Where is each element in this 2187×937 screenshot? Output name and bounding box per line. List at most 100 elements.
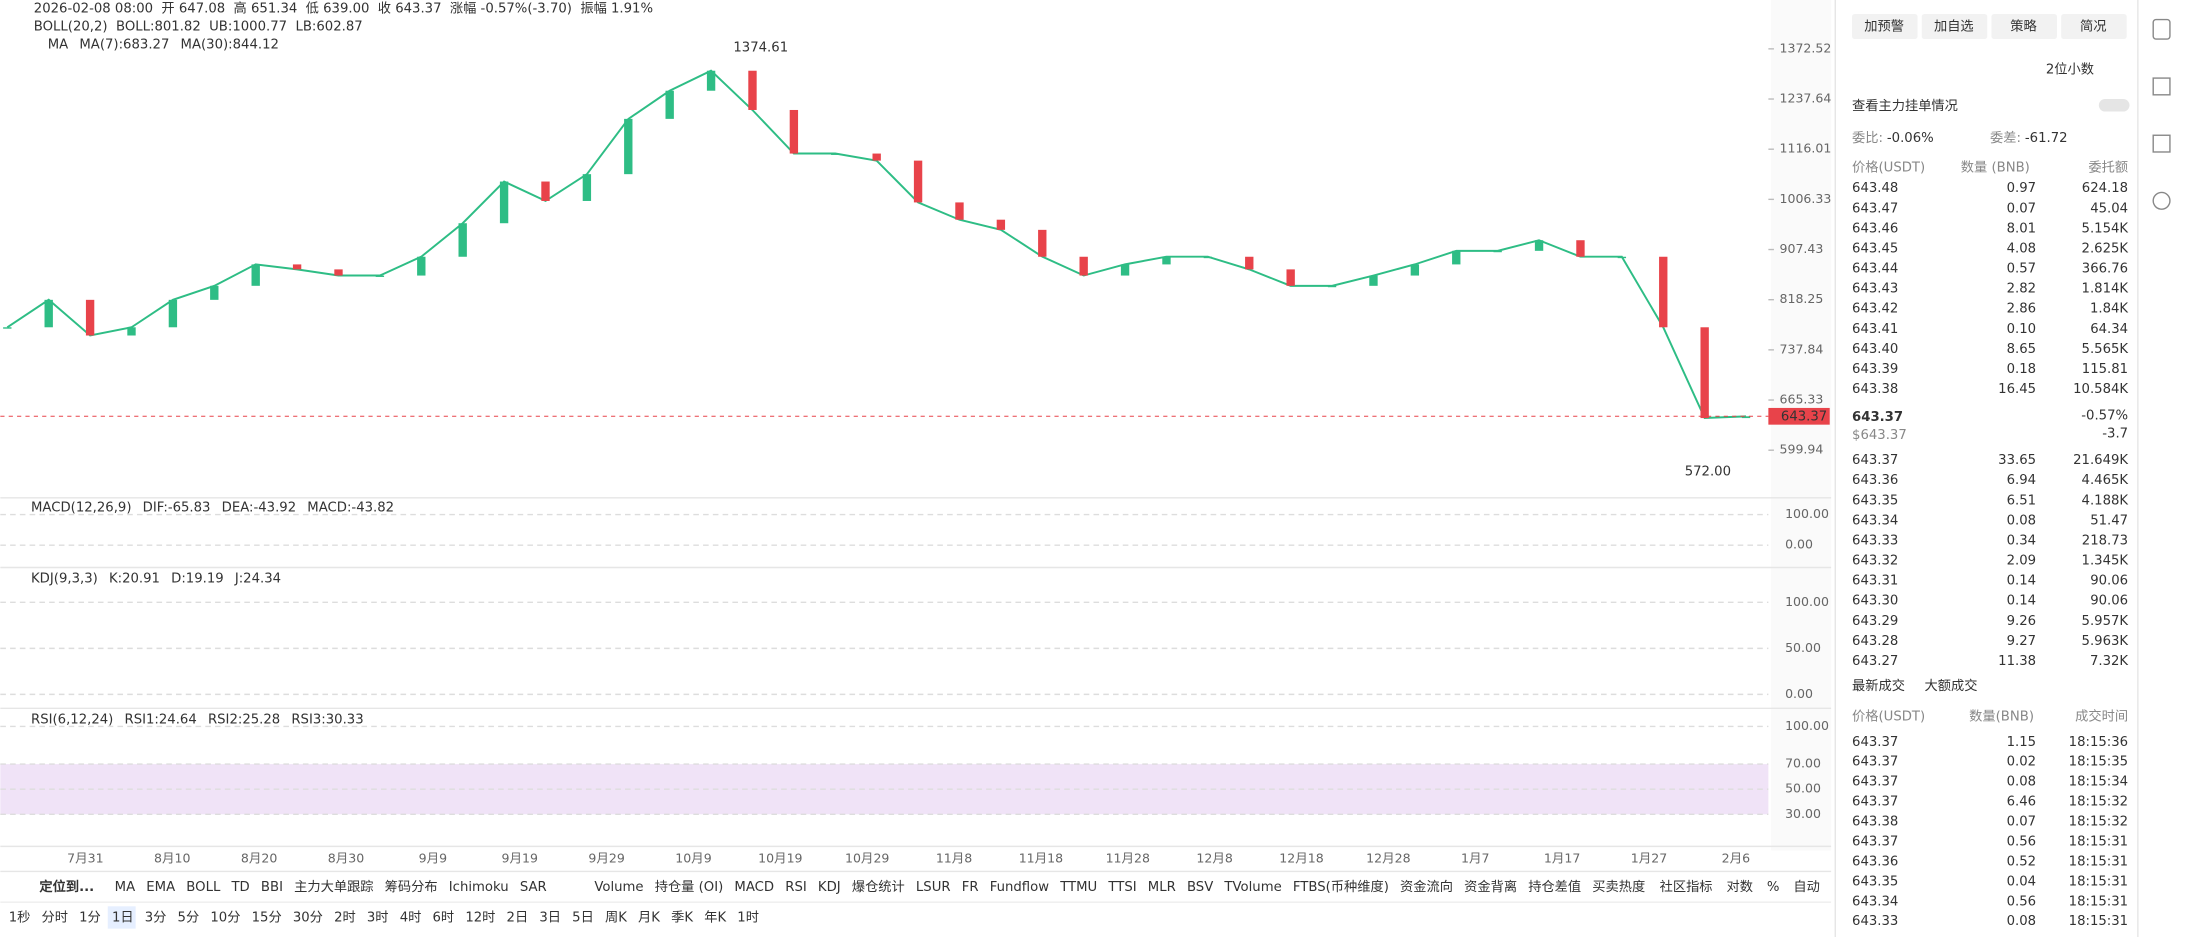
decimals-select[interactable]: 2位小数 [2046, 62, 2094, 78]
indicator-button[interactable]: 资金背离 [1464, 878, 1517, 895]
book-cell: 218.73 [2082, 533, 2128, 548]
icon[interactable] [2152, 18, 2171, 40]
indicator-button[interactable]: EMA [146, 880, 175, 895]
indicator-button[interactable]: BOLL [186, 880, 221, 895]
interval-button[interactable]: 1分 [79, 909, 101, 925]
interval-button[interactable]: 5分 [178, 909, 200, 925]
interval-button[interactable]: 分时 [42, 909, 68, 925]
toggle[interactable] [2098, 98, 2130, 112]
interval-button[interactable]: 3时 [367, 909, 389, 925]
indicator-button[interactable]: 筹码分布 [385, 878, 438, 895]
interval-button[interactable]: 6时 [433, 909, 455, 925]
interval-button[interactable]: 1日 [112, 910, 134, 925]
tool-button[interactable]: 自动 [1793, 879, 1819, 895]
last-price-tag [1768, 407, 1830, 425]
interval-button[interactable]: 3日 [539, 910, 561, 925]
mid-pct: -0.57% [2081, 409, 2128, 424]
indicator-button[interactable]: TTMU [1059, 880, 1097, 895]
trade-cell: 18:15:32 [2069, 795, 2128, 810]
trade-header: 成交时间 [2075, 708, 2128, 725]
button[interactable] [2061, 13, 2127, 40]
indicator-button[interactable]: MLR [1148, 880, 1176, 895]
trade-tab[interactable]: 大额成交 [1925, 677, 1978, 694]
trade-cell: 643.37 [1852, 795, 1898, 810]
book-cell: 90.06 [2090, 574, 2128, 589]
icon[interactable] [2152, 134, 2171, 153]
button-label[interactable]: 加预警 [1864, 18, 1904, 34]
candle [955, 202, 964, 220]
indicator-button[interactable]: LSUR [916, 880, 951, 895]
indicator-button[interactable]: TTSI [1107, 880, 1136, 895]
indicator-button[interactable]: Fundflow [990, 880, 1049, 895]
button[interactable] [1921, 13, 1988, 40]
interval-button[interactable]: 月K [638, 910, 660, 925]
indicator-button[interactable]: 买卖热度 [1592, 879, 1645, 895]
indicator-button[interactable]: Volume [594, 880, 643, 895]
indicator-button[interactable]: 爆仓统计 [852, 879, 905, 895]
tool-button[interactable]: % [1767, 880, 1780, 895]
book-cell: 5.963K [2082, 634, 2129, 649]
book-cell: 643.38 [1852, 382, 1898, 397]
indicator-button[interactable]: MACD [734, 880, 774, 895]
candle [1617, 256, 1627, 259]
interval-button[interactable]: 4时 [400, 909, 422, 925]
icon[interactable] [2152, 191, 2171, 210]
trade-cell: 18:15:31 [2069, 854, 2128, 869]
indicator-button[interactable]: RSI [785, 880, 807, 895]
button-label[interactable]: 策略 [2010, 17, 2037, 34]
button-label[interactable]: 简况 [2080, 17, 2106, 34]
book-cell: 0.34 [2007, 533, 2036, 548]
button-label[interactable]: 加自选 [1934, 18, 1974, 34]
indicator-button[interactable]: TVolume [1223, 880, 1281, 895]
ma-text: MA(30):844.12 [181, 38, 279, 53]
panel-axis-label: 50.00 [1785, 781, 1821, 796]
interval-button[interactable]: 季K [671, 909, 693, 925]
mid-chg: -3.7 [2102, 427, 2128, 442]
x-tick-label: 12月8 [1196, 850, 1232, 865]
indicator-button[interactable]: 资金流向 [1400, 879, 1453, 895]
button[interactable] [1852, 13, 1918, 40]
interval-button[interactable]: 12时 [465, 909, 495, 925]
interval-button[interactable]: 年K [704, 909, 726, 925]
panel-title: RSI3:30.33 [291, 712, 363, 727]
candle [210, 285, 219, 300]
indicator-button[interactable]: SAR [520, 880, 547, 895]
candle [1659, 256, 1668, 328]
indicator-button[interactable]: MA [115, 880, 135, 895]
indicator-button[interactable]: Ichimoku [449, 880, 509, 895]
interval-button[interactable]: 周K [605, 910, 627, 925]
x-tick-label: 9月9 [419, 850, 448, 865]
interval-button[interactable]: 3分 [145, 909, 167, 925]
panel-title: J:24.34 [234, 572, 281, 587]
interval-button[interactable]: 15分 [252, 909, 282, 925]
y-tick-label: 737.84 [1780, 341, 1824, 356]
interval-button[interactable]: 2日 [507, 910, 529, 925]
indicator-button[interactable]: BBI [261, 880, 283, 895]
indicator-button[interactable]: BSV [1187, 880, 1213, 895]
tool-button[interactable]: 对数 [1726, 879, 1752, 895]
button[interactable] [1991, 13, 2057, 40]
trade-cell: 18:15:31 [2069, 914, 2128, 929]
indicator-button[interactable]: FR [962, 880, 979, 895]
book-cell: 366.76 [2082, 262, 2128, 277]
indicator-button[interactable]: 主力大单跟踪 [294, 879, 373, 895]
locate-button[interactable]: 定位到... [39, 878, 94, 895]
indicator-button[interactable]: TD [230, 880, 249, 895]
candle [44, 299, 53, 328]
interval-button[interactable]: 1秒 [9, 909, 31, 925]
main-orders-link[interactable]: 查看主力挂单情况 [1852, 98, 1958, 114]
book-cell: 643.41 [1852, 322, 1898, 337]
interval-button[interactable]: 30分 [293, 909, 323, 925]
indicator-button[interactable]: FTBS(币种维度) [1293, 879, 1389, 895]
indicator-button[interactable]: 持仓差值 [1528, 879, 1581, 895]
interval-button[interactable]: 5日 [572, 910, 594, 925]
interval-button[interactable]: 10分 [210, 909, 240, 925]
interval-button[interactable]: 1时 [737, 909, 759, 925]
tool-button[interactable]: 社区指标 [1660, 879, 1713, 895]
icon[interactable] [2152, 77, 2171, 96]
indicator-button[interactable]: 持仓量 (OI) [655, 879, 724, 895]
interval-button[interactable]: 2时 [334, 909, 356, 925]
trade-cell: 18:15:35 [2069, 755, 2128, 770]
indicator-button[interactable]: KDJ [818, 880, 841, 895]
trade-tab[interactable]: 最新成交 [1852, 677, 1905, 694]
